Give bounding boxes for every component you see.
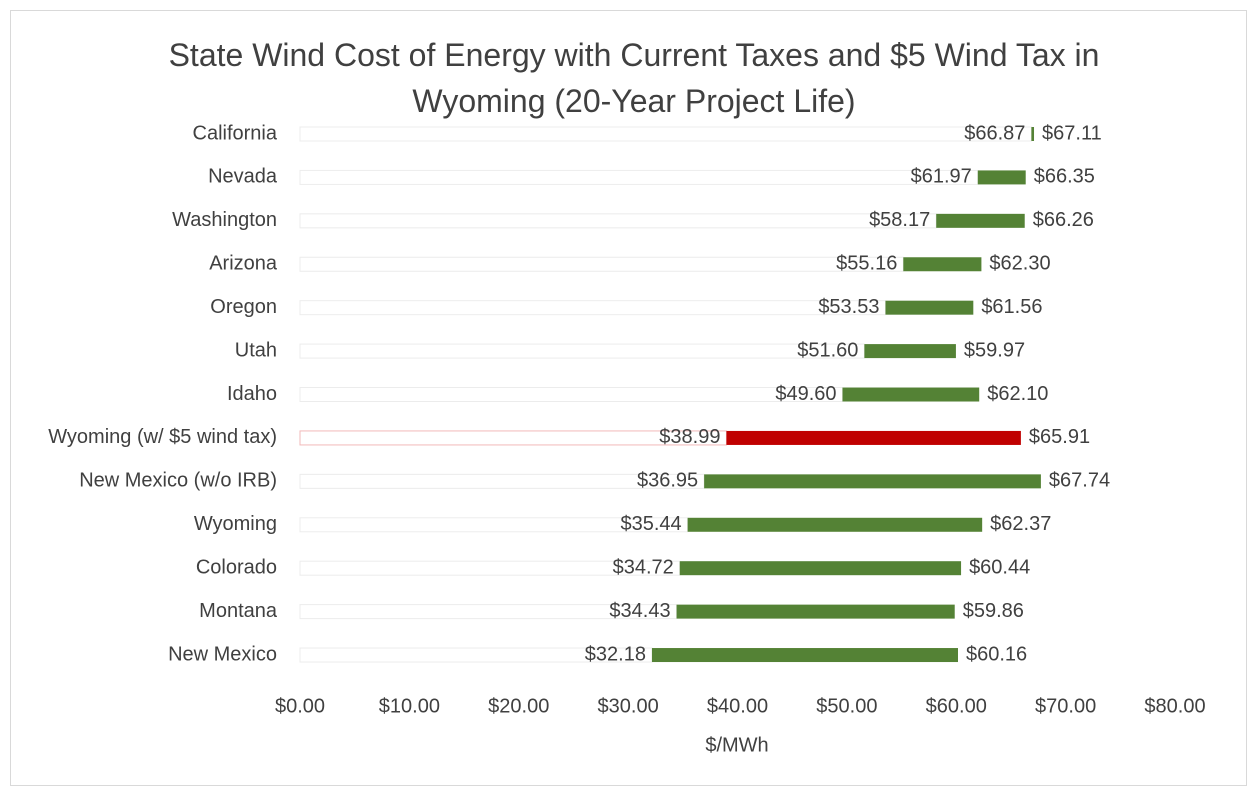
bar (977, 170, 1026, 185)
x-tick-label: $10.00 (379, 695, 440, 717)
x-axis-title: $/MWh (705, 734, 768, 756)
x-tick-label: $40.00 (707, 695, 768, 717)
x-tick-label: $50.00 (816, 695, 877, 717)
y-tick-label: Montana (199, 600, 278, 622)
data-label: $61.56 (981, 296, 1042, 318)
y-tick-label: Nevada (208, 166, 278, 188)
base-bar (299, 126, 1032, 142)
data-label: $58.17 (869, 209, 930, 231)
bar (726, 430, 1021, 445)
data-label: $65.91 (1029, 426, 1090, 448)
y-tick-label: California (193, 122, 278, 144)
data-label: $51.60 (797, 339, 858, 361)
bar (676, 604, 955, 619)
chart-title: State Wind Cost of Energy with Current T… (168, 37, 1100, 119)
bar (864, 344, 956, 359)
data-label: $38.99 (659, 426, 720, 448)
base-bar (299, 343, 865, 359)
x-tick-label: $60.00 (926, 695, 987, 717)
data-label: $49.60 (775, 383, 836, 405)
data-label: $60.16 (966, 643, 1027, 665)
data-label: $59.86 (963, 600, 1024, 622)
data-label: $32.18 (585, 643, 646, 665)
y-tick-label: Washington (172, 209, 277, 231)
data-label: $66.35 (1034, 166, 1095, 188)
data-label: $53.53 (818, 296, 879, 318)
bar (903, 257, 982, 272)
y-tick-label: Wyoming (w/ $5 wind tax) (48, 426, 277, 448)
y-tick-label: Utah (235, 339, 277, 361)
bar (687, 517, 983, 532)
y-tick-label: Oregon (210, 296, 277, 318)
data-label: $67.11 (1042, 122, 1102, 144)
y-tick-label: Idaho (227, 383, 277, 405)
data-label: $36.95 (637, 470, 698, 492)
x-tick-label: $0.00 (275, 695, 325, 717)
bar (679, 561, 962, 576)
data-label: $62.37 (990, 513, 1051, 535)
y-tick-label: New Mexico (w/o IRB) (79, 470, 277, 492)
data-label: $34.72 (613, 556, 674, 578)
bar (1031, 127, 1035, 141)
bar (704, 474, 1041, 489)
y-tick-label: Wyoming (194, 513, 277, 535)
data-label: $35.44 (620, 513, 681, 535)
base-bar (299, 213, 937, 229)
data-label: $60.44 (969, 556, 1030, 578)
data-label: $62.10 (987, 383, 1048, 405)
data-label: $61.97 (911, 166, 972, 188)
y-tick-label: New Mexico (168, 643, 277, 665)
x-tick-label: $80.00 (1144, 695, 1205, 717)
x-tick-label: $20.00 (488, 695, 549, 717)
bar (842, 387, 980, 402)
data-label: $59.97 (964, 339, 1025, 361)
data-label: $62.30 (989, 253, 1050, 275)
data-label: $67.74 (1049, 470, 1110, 492)
data-label: $34.43 (609, 600, 670, 622)
base-bar (299, 256, 904, 272)
base-bar (299, 169, 979, 185)
data-label: $66.87 (964, 122, 1025, 144)
x-tick-label: $30.00 (598, 695, 659, 717)
data-label: $66.26 (1033, 209, 1094, 231)
base-bar (299, 300, 886, 316)
bar (885, 300, 974, 315)
y-tick-label: Arizona (209, 253, 278, 275)
bar (936, 213, 1025, 228)
bar (651, 648, 958, 663)
data-label: $55.16 (836, 253, 897, 275)
x-tick-label: $70.00 (1035, 695, 1096, 717)
base-bar (299, 387, 843, 403)
y-tick-label: Colorado (196, 556, 277, 578)
